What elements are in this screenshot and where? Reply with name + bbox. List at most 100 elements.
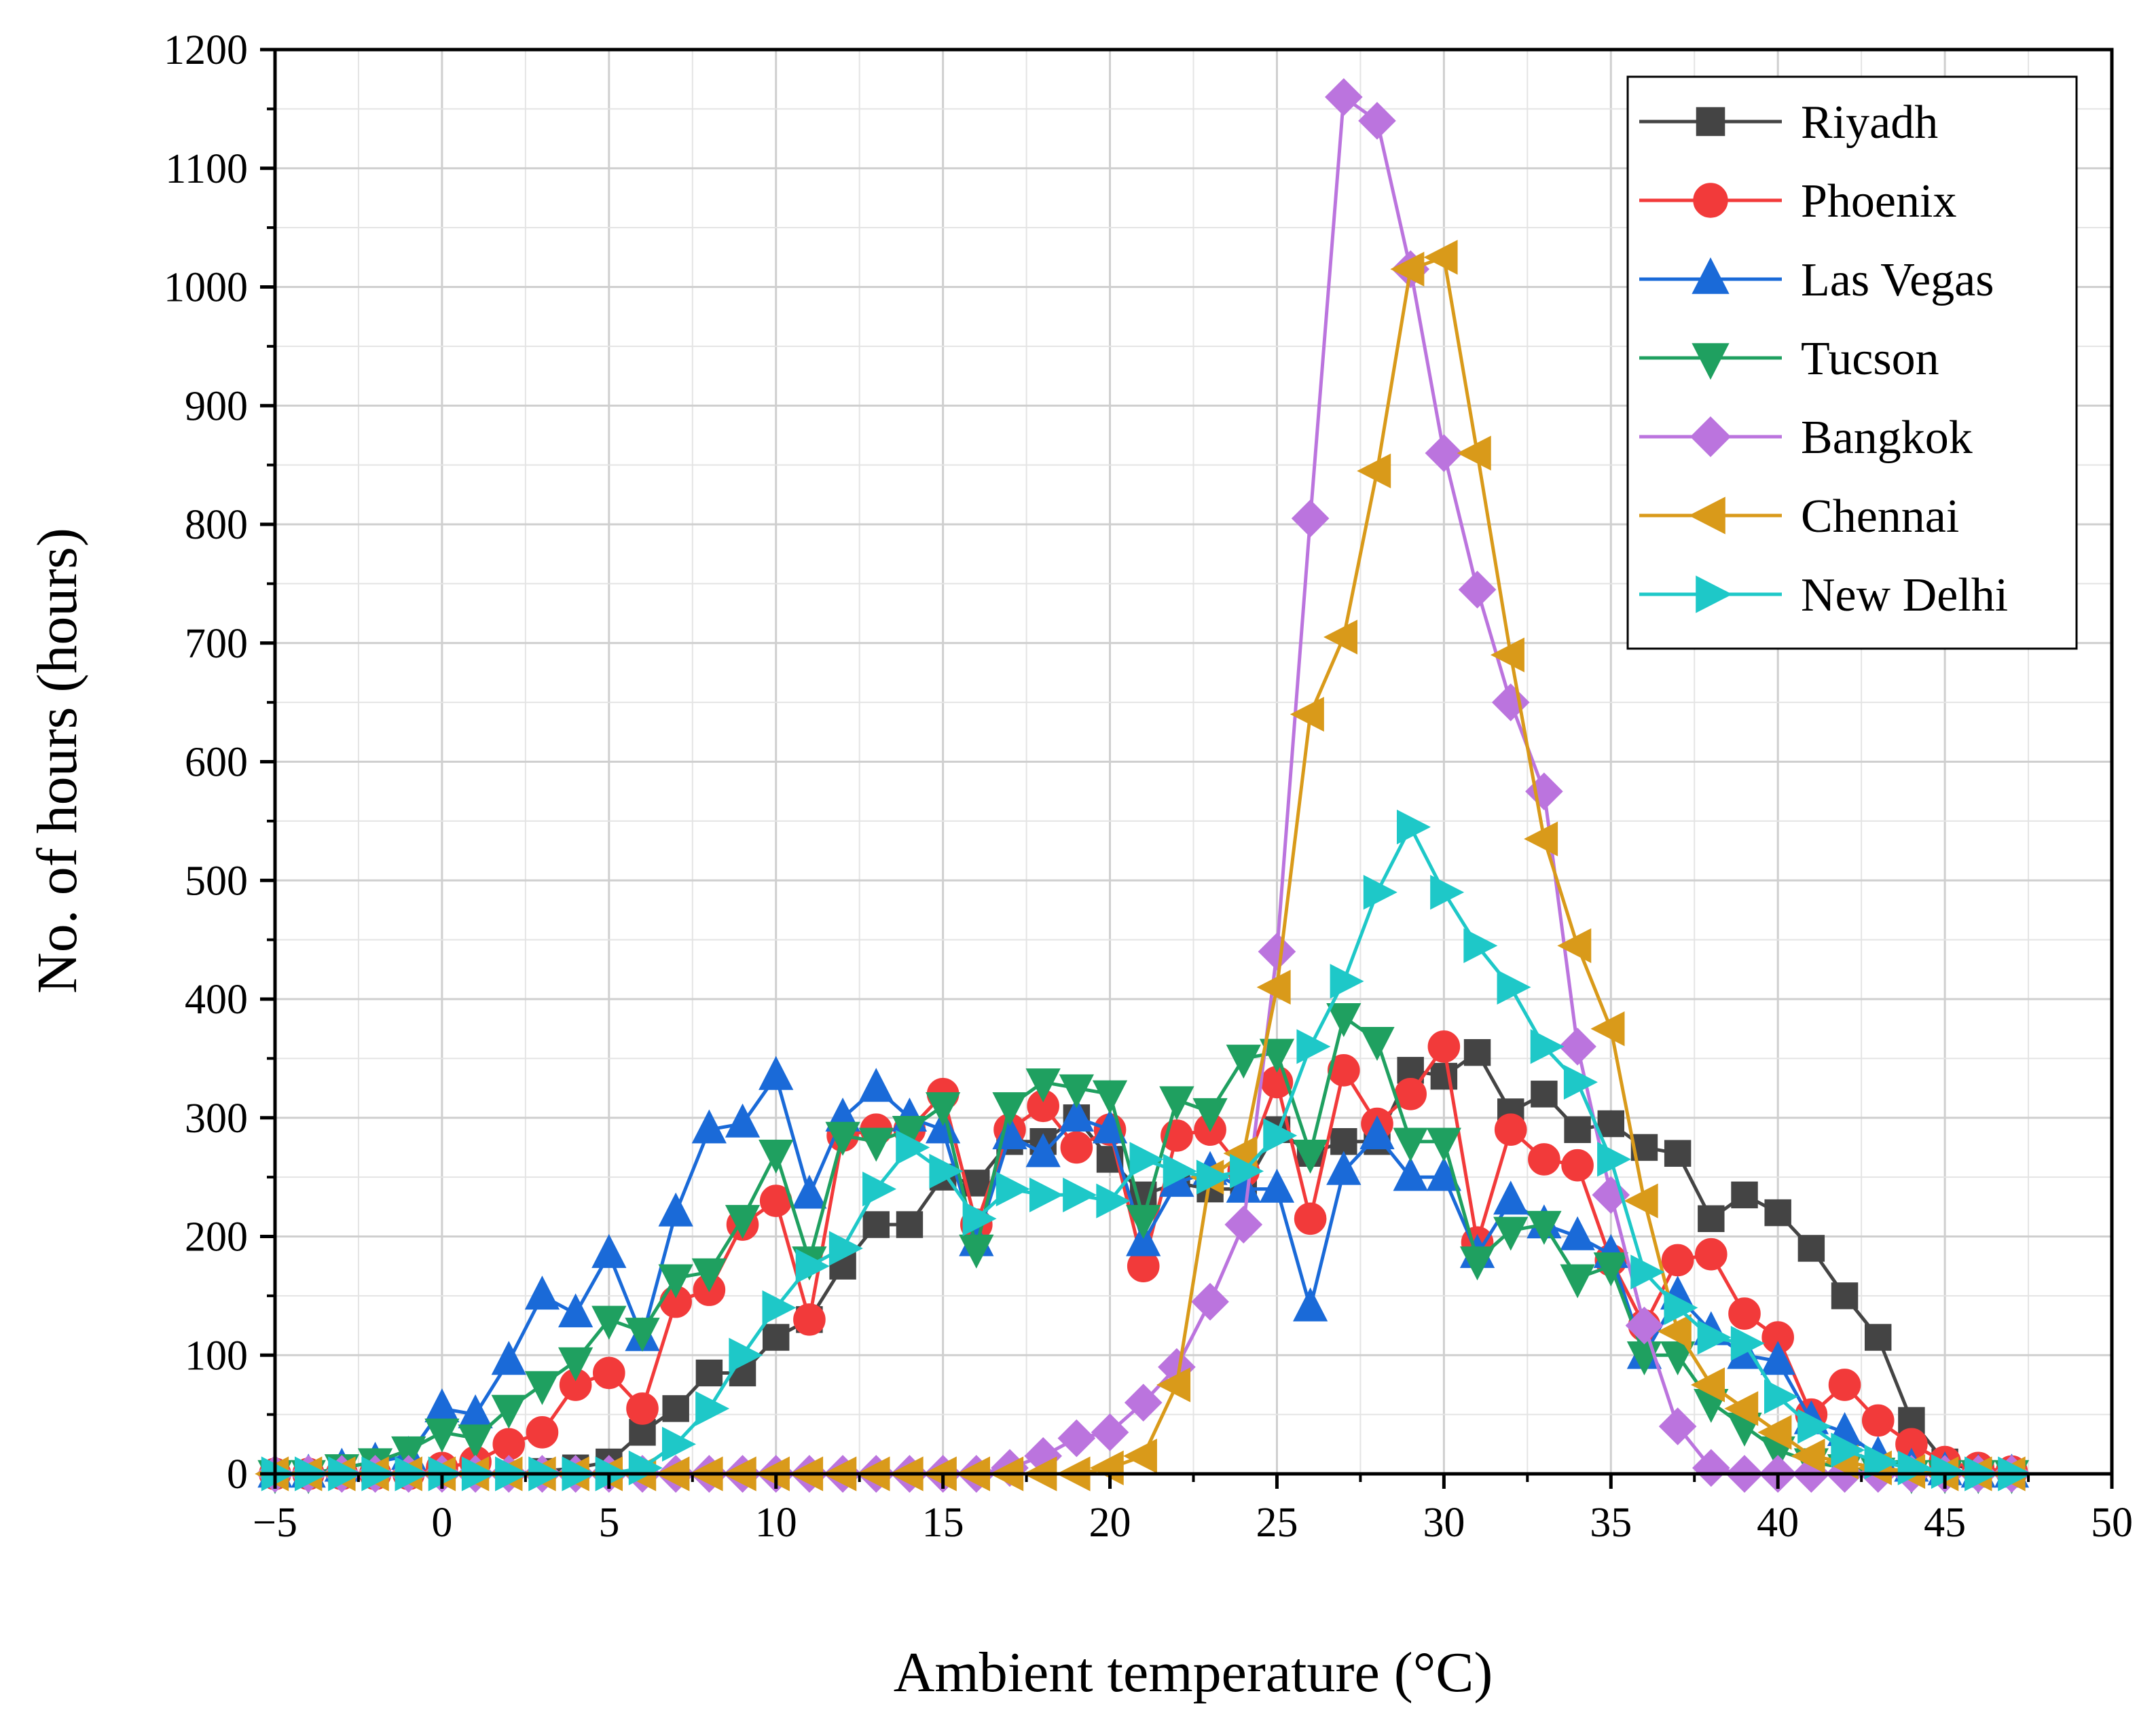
data-point [1057,1419,1096,1458]
data-point [1528,1143,1560,1176]
x-tick-label: −5 [253,1500,297,1546]
x-tick-label: 50 [2091,1500,2133,1546]
data-point [1029,1177,1063,1212]
data-point [925,1092,961,1127]
data-point [858,1127,894,1162]
legend: Riyadh Phoenix Las Vegas Tucson Bangkok Chenn… [1626,75,2078,650]
data-point [1363,875,1397,910]
data-point [892,1116,928,1151]
legend-item-new-delhi: New Delhi [1639,569,2008,621]
y-tick-label: 100 [185,1333,248,1379]
data-point [695,1359,723,1387]
data-point [1831,1432,1865,1468]
legend-label: Chennai [1801,490,1959,543]
data-point [658,1192,693,1227]
data-point [1597,1110,1624,1138]
data-point [628,1450,663,1485]
data-point [1757,1415,1792,1450]
data-point [729,1337,763,1373]
data-point [1457,435,1491,471]
legend-item-chennai: Chennai [1639,490,1959,543]
data-point [896,1129,930,1165]
data-point [825,1121,860,1156]
data-point [661,1426,696,1462]
data-point [591,1305,627,1340]
data-point [1430,1062,1458,1090]
data-point [1096,1183,1131,1218]
data-point [1458,571,1497,609]
data-point [1089,1450,1124,1485]
data-point [591,1233,627,1268]
data-point [725,1205,761,1240]
ticks: −5 0 5 10 15 20 25 30 35 40 45 50010020030040050060… [164,27,2133,1546]
data-point [1724,1391,1759,1426]
data-point [391,1436,426,1470]
data-point [1092,1080,1128,1115]
data-point [1692,257,1730,294]
data-point [1291,499,1330,538]
data-point [1560,1216,1595,1250]
data-point [1791,1439,1825,1474]
data-point [762,1290,797,1325]
data-point [1430,875,1465,910]
data-point [1328,1054,1360,1087]
data-point [1226,1168,1261,1203]
data-point [1730,1326,1765,1361]
data-point [1530,1029,1565,1064]
data-point [828,1231,863,1266]
data-point [929,1153,964,1189]
data-point [858,1068,894,1102]
data-point [626,1392,659,1425]
data-point [1664,1290,1698,1325]
data-point [524,1371,560,1405]
data-point [1396,809,1431,845]
data-point [1898,1407,1925,1434]
data-point [1196,1159,1230,1195]
data-point [1590,1011,1625,1047]
x-tick-label: 45 [1924,1500,1966,1546]
data-point [1494,1113,1527,1146]
data-point [1427,1030,1461,1063]
data-point [1764,1199,1791,1227]
data-point [1728,1297,1761,1330]
data-point [1192,1098,1228,1132]
data-point [792,1174,827,1209]
data-point [896,1211,924,1238]
data-point [1025,1133,1061,1168]
data-point [1493,1180,1529,1215]
data-point [458,1424,493,1459]
data-point [1531,1081,1558,1108]
y-tick-label: 700 [185,621,248,667]
y-tick-label: 500 [185,858,248,904]
legend-label: Las Vegas [1801,254,1994,306]
legend-item-bangkok: Bangkok [1639,412,1973,464]
data-point [1423,240,1458,275]
legend-label: Phoenix [1801,175,1956,228]
data-point [1323,619,1358,655]
legend-label: New Delhi [1801,569,2008,621]
data-point [1325,78,1363,116]
data-point [1330,964,1364,999]
legend-label: Tucson [1801,333,1939,385]
data-point [1697,1320,1732,1355]
data-point [1695,1237,1728,1271]
data-point [1124,1384,1163,1422]
data-point [1561,1149,1594,1182]
data-point [1358,102,1396,140]
data-point [691,1109,727,1144]
data-point [1692,1449,1730,1487]
y-tick-label: 900 [185,383,248,429]
data-point [1689,416,1732,458]
data-point [1497,969,1531,1005]
data-point [1326,1151,1362,1185]
data-point [1664,1140,1692,1167]
data-point [763,1324,790,1351]
data-point [662,1395,689,1422]
data-point [962,1201,997,1236]
data-point [1326,1003,1362,1038]
y-tick-label: 1100 [165,146,248,192]
data-point [862,1171,897,1207]
data-point [1625,1306,1664,1345]
